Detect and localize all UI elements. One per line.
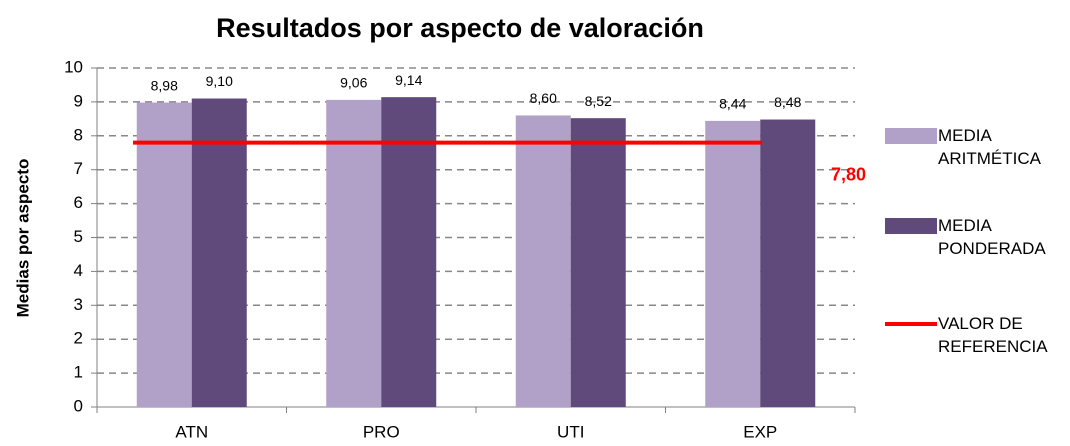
y-tick-label: 5: [74, 227, 83, 246]
bar: [136, 102, 192, 407]
data-label: 8,52: [585, 93, 612, 109]
x-tick-label: UTI: [557, 422, 584, 441]
legend-swatch: [885, 218, 937, 234]
y-tick-label: 6: [74, 193, 83, 212]
legend-label: VALOR DE REFERENCIA: [938, 314, 1048, 356]
data-label: 8,44: [719, 96, 746, 112]
y-tick-label: 1: [74, 363, 83, 382]
x-tick-label: PRO: [363, 422, 400, 441]
bar: [191, 98, 247, 407]
bar: [515, 115, 571, 408]
data-label: 9,06: [340, 75, 367, 91]
bar: [381, 97, 437, 408]
y-tick-label: 2: [74, 329, 83, 348]
bar: [570, 118, 626, 407]
chart-title: Resultados por aspecto de valoración: [216, 13, 704, 43]
legend-label: MEDIA PONDERADA: [938, 216, 1046, 258]
y-tick-label: 10: [64, 57, 83, 76]
legend-label: MEDIA ARITMÉTICA: [938, 126, 1041, 168]
data-label: 8,98: [151, 77, 178, 93]
reference-label: 7,80: [831, 164, 866, 184]
data-label: 9,10: [206, 73, 233, 89]
legend-swatch: [885, 128, 937, 144]
data-label: 8,60: [530, 90, 557, 106]
data-label: 8,48: [774, 94, 801, 110]
y-tick-label: 0: [74, 396, 83, 415]
y-tick-label: 3: [74, 295, 83, 314]
bar: [326, 99, 382, 407]
y-tick-label: 9: [74, 91, 83, 110]
x-tick-label: ATN: [175, 422, 208, 441]
y-tick-label: 4: [74, 261, 83, 280]
bar: [760, 119, 816, 407]
y-tick-label: 8: [74, 125, 83, 144]
y-axis-label: Medias por aspecto: [13, 159, 32, 318]
data-label: 9,14: [395, 72, 422, 88]
x-tick-label: EXP: [743, 422, 777, 441]
bar: [705, 120, 761, 407]
y-tick-label: 7: [74, 159, 83, 178]
